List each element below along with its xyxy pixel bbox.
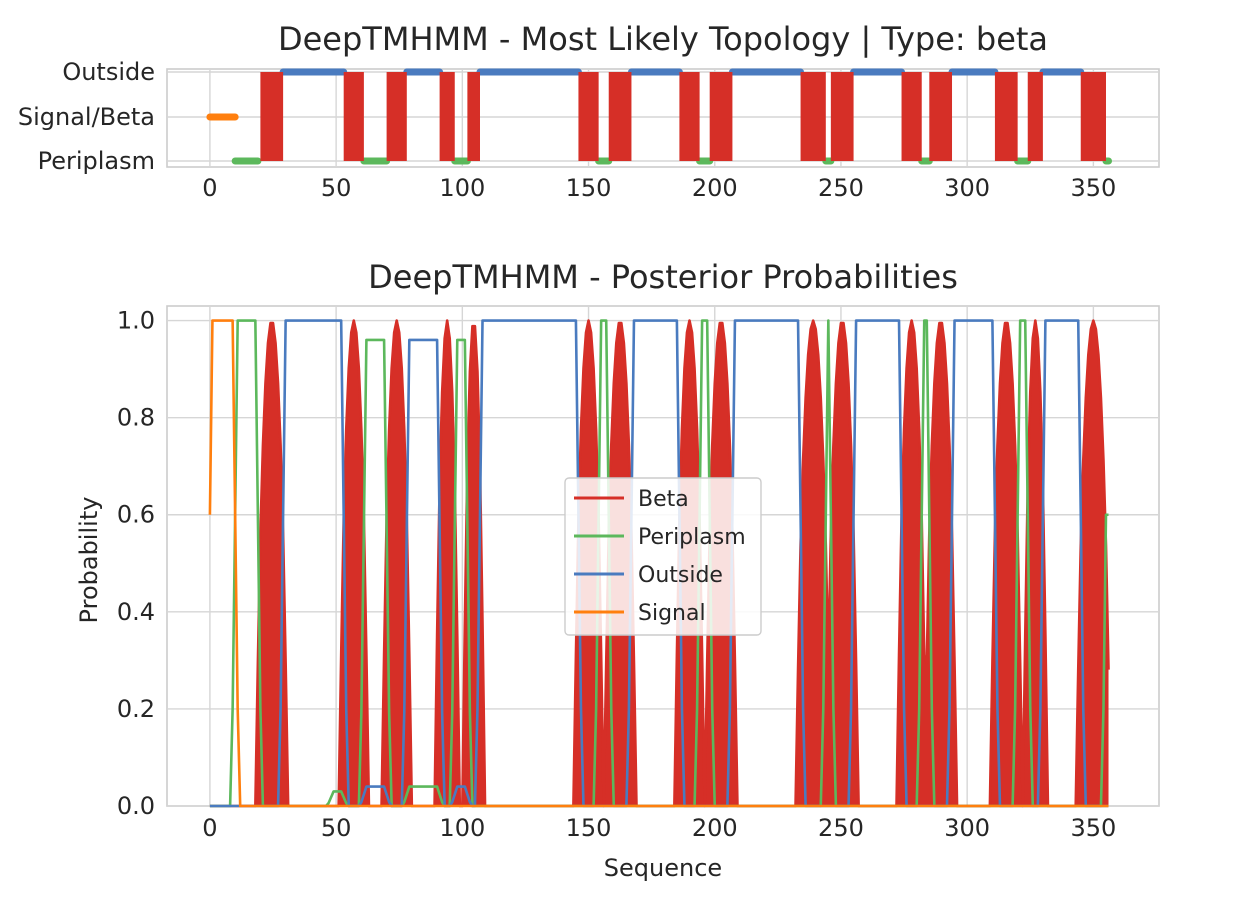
topology-segment-beta <box>1080 72 1106 161</box>
posterior-x-tick-label: 350 <box>1070 814 1116 842</box>
topology-x-tick-label: 300 <box>944 174 990 202</box>
topology-segment-beta <box>439 72 455 161</box>
topology-panel: 0 50 100 150 200 250 300 350 Outside Signal/Beta… <box>18 20 1160 202</box>
posterior-x-tick-label: 200 <box>692 814 738 842</box>
posterior-y-tick-label: 0.0 <box>117 792 155 820</box>
topology-segment-beta <box>709 72 733 161</box>
topology-segment-beta <box>608 72 632 161</box>
posterior-x-tick-label: 300 <box>944 814 990 842</box>
posterior-y-tick-label: 0.2 <box>117 695 155 723</box>
legend-label-beta: Beta <box>638 487 689 512</box>
topology-segment-beta <box>386 72 407 161</box>
topology-y-ticks: Outside Signal/Beta Periplasm <box>18 58 155 175</box>
posterior-x-tick-label: 100 <box>439 814 485 842</box>
topology-segment-beta <box>901 72 922 161</box>
topology-x-tick-label: 0 <box>202 174 217 202</box>
legend-label-periplasm: Periplasm <box>638 525 746 550</box>
topology-x-tick-label: 250 <box>818 174 864 202</box>
posterior-y-tick-label: 0.4 <box>117 598 155 626</box>
topology-segment-beta <box>830 72 854 161</box>
posterior-y-tick-label: 1.0 <box>117 307 155 335</box>
topology-segment-beta <box>929 72 953 161</box>
posterior-x-tick-label: 0 <box>202 814 217 842</box>
topology-title: DeepTMHMM - Most Likely Topology | Type:… <box>278 20 1048 58</box>
topology-segment-beta <box>578 72 599 161</box>
posterior-y-ticks: 0.0 0.2 0.4 0.6 0.8 1.0 <box>117 307 155 820</box>
topology-x-tick-label: 100 <box>439 174 485 202</box>
posterior-y-tick-label: 0.8 <box>117 404 155 432</box>
posterior-x-axis-label: Sequence <box>604 854 722 882</box>
topology-segment-beta <box>343 72 364 161</box>
topology-segment-beta <box>679 72 700 161</box>
posterior-marks <box>208 319 1110 808</box>
posterior-y-axis-label: Probability <box>75 497 103 624</box>
topology-x-tick-label: 50 <box>321 174 352 202</box>
topology-segment-beta <box>800 72 826 161</box>
posterior-x-tick-label: 250 <box>818 814 864 842</box>
posterior-x-tick-label: 150 <box>566 814 612 842</box>
posterior-panel: 0 50 100 150 200 250 300 350 0.0 0.2 0.4 0.6 0.8 1.0… <box>75 258 1160 882</box>
legend-label-outside: Outside <box>638 563 723 588</box>
topology-x-tick-label: 350 <box>1070 174 1116 202</box>
topology-x-tick-label: 200 <box>692 174 738 202</box>
legend-label-signal: Signal <box>638 601 706 626</box>
posterior-title: DeepTMHMM - Posterior Probabilities <box>368 258 958 296</box>
legend-box <box>564 477 762 636</box>
legend-items: Beta Periplasm Outside Signal <box>574 487 746 626</box>
posterior-x-ticks: 0 50 100 150 200 250 300 350 <box>202 814 1116 842</box>
topology-marks <box>206 68 1113 165</box>
topology-segment-beta <box>260 72 284 161</box>
topology-segment-beta <box>467 72 480 161</box>
posterior-y-tick-label: 0.6 <box>117 501 155 529</box>
topology-x-ticks: 0 50 100 150 200 250 300 350 <box>202 174 1116 202</box>
posterior-x-tick-label: 50 <box>321 814 352 842</box>
topology-segment-beta <box>1027 72 1043 161</box>
topology-y-tick-label: Signal/Beta <box>18 103 155 131</box>
posterior-line-signal <box>208 319 1109 808</box>
topology-x-tick-label: 150 <box>566 174 612 202</box>
topology-segment-beta <box>994 72 1018 161</box>
topology-y-tick-label: Outside <box>62 58 155 86</box>
legend: Beta Periplasm Outside Signal <box>564 477 762 636</box>
topology-y-tick-label: Periplasm <box>38 147 155 175</box>
topology-plot-area <box>166 68 1160 168</box>
